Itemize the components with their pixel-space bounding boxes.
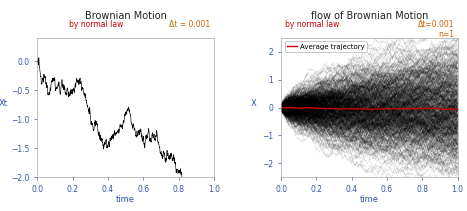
Title: flow of Brownian Motion: flow of Brownian Motion bbox=[311, 11, 428, 20]
Line: Average trajectory: Average trajectory bbox=[281, 107, 458, 110]
Average trajectory bbox=[278, 106, 284, 109]
Average trajectory bbox=[367, 108, 373, 111]
Y-axis label: X: X bbox=[251, 99, 257, 108]
Title: Brownian Motion: Brownian Motion bbox=[85, 11, 167, 20]
Average trajectory bbox=[446, 108, 452, 111]
Text: Δt = 0.001: Δt = 0.001 bbox=[169, 20, 211, 29]
Text: by normal law: by normal law bbox=[69, 20, 124, 29]
Text: by normal law: by normal law bbox=[284, 20, 339, 29]
Average trajectory bbox=[279, 106, 284, 109]
Average trajectory bbox=[455, 108, 460, 111]
Legend: Average trajectory: Average trajectory bbox=[284, 41, 367, 52]
X-axis label: time: time bbox=[116, 195, 135, 204]
Average trajectory bbox=[423, 107, 428, 110]
Average trajectory bbox=[435, 108, 440, 110]
Average trajectory bbox=[416, 107, 422, 110]
Y-axis label: Xt: Xt bbox=[0, 99, 7, 108]
X-axis label: time: time bbox=[360, 195, 379, 204]
Average trajectory bbox=[289, 107, 295, 109]
Text: Δt=0.001
n=1: Δt=0.001 n=1 bbox=[417, 20, 454, 39]
Average trajectory bbox=[314, 107, 320, 110]
